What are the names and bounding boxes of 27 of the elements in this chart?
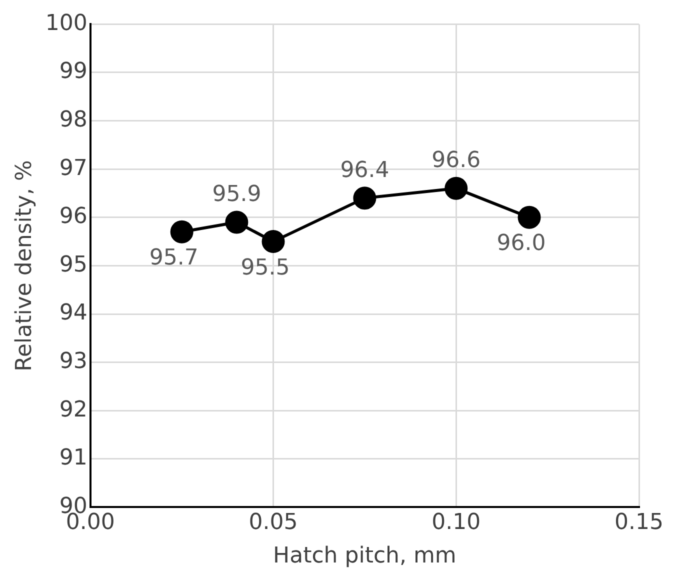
y-tick-label: 96 bbox=[59, 204, 88, 230]
data-label: 95.5 bbox=[240, 255, 290, 280]
point bbox=[225, 210, 248, 234]
y-tick-label: 99 bbox=[59, 59, 88, 84]
y-tick-label: 91 bbox=[59, 446, 88, 471]
point bbox=[353, 186, 376, 210]
y-tick-label: 95 bbox=[59, 252, 88, 278]
x-axis-title: Hatch pitch, mm bbox=[273, 544, 456, 569]
data-label: 96.6 bbox=[432, 148, 481, 174]
data-label: 96.0 bbox=[496, 231, 546, 256]
x-tick-label: 0.10 bbox=[432, 510, 481, 536]
point bbox=[518, 206, 541, 229]
y-tick-label: 98 bbox=[59, 108, 88, 133]
x-tick-label: 0.05 bbox=[248, 510, 298, 536]
y-tick-label: 100 bbox=[45, 10, 88, 36]
point bbox=[262, 230, 285, 254]
y-tick-label: 94 bbox=[59, 300, 88, 326]
y-axis-title: Relative density, % bbox=[12, 160, 37, 372]
y-tick-label: 92 bbox=[59, 397, 88, 422]
point bbox=[444, 176, 468, 200]
data-label: 95.7 bbox=[149, 246, 198, 271]
data-label: 95.9 bbox=[212, 182, 262, 207]
point bbox=[170, 220, 194, 244]
data-label: 96.4 bbox=[340, 158, 390, 183]
y-tick-label: 93 bbox=[59, 349, 88, 374]
x-tick-label: 0.15 bbox=[614, 510, 664, 536]
y-tick-label: 97 bbox=[59, 156, 88, 181]
